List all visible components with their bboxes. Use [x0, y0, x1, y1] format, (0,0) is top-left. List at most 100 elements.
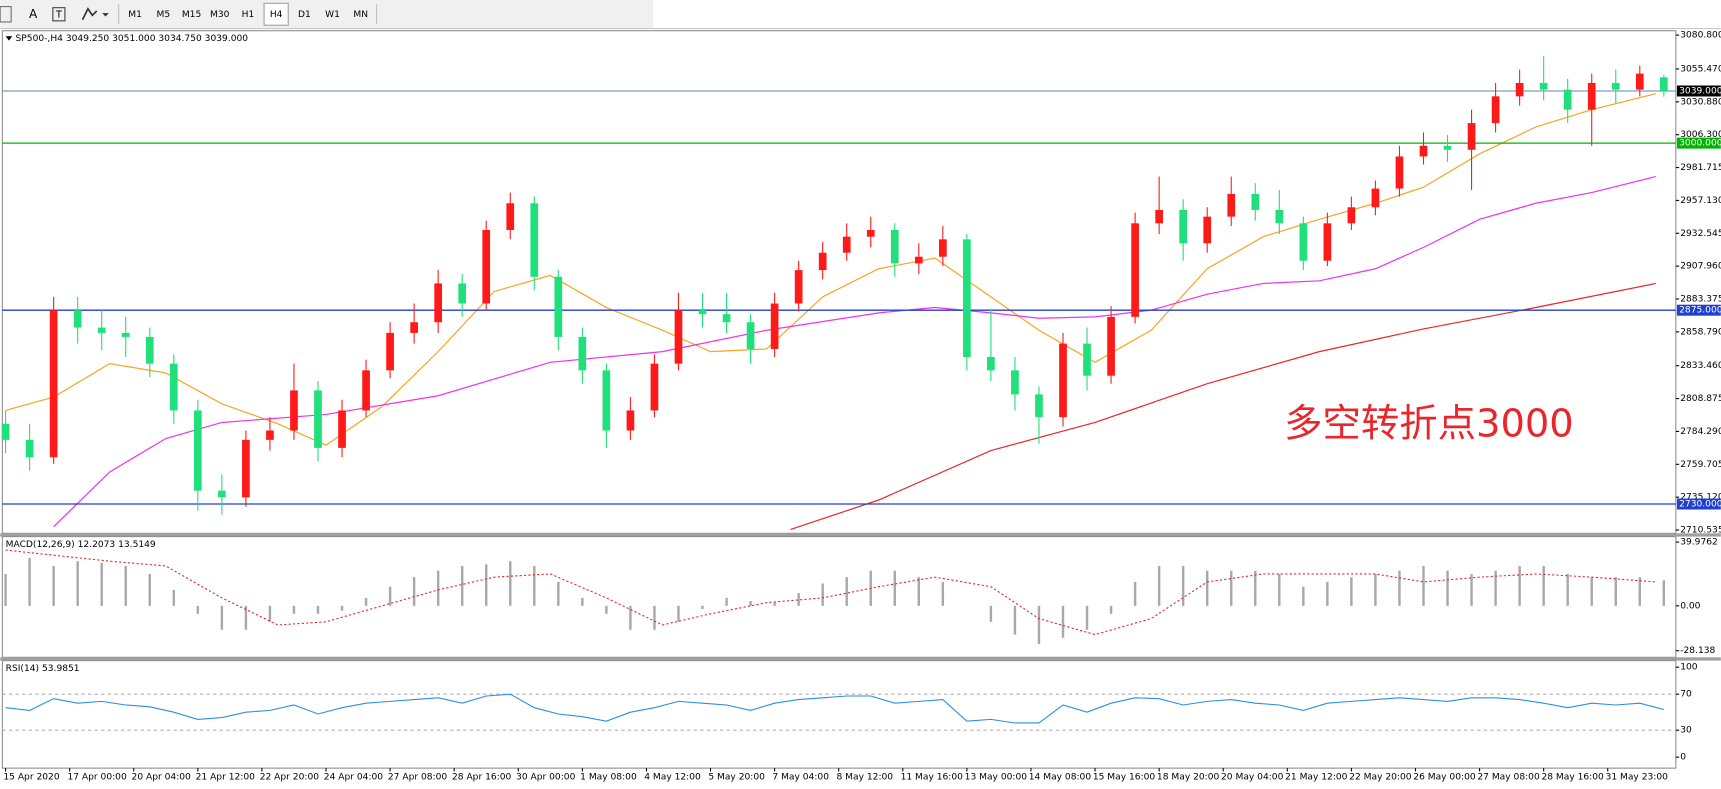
candle-body	[1299, 223, 1308, 261]
y-tick-label: 2710.535	[1680, 526, 1721, 536]
y-tick-label: 2833.460	[1680, 361, 1721, 371]
y-tick-label: 2784.290	[1680, 427, 1721, 437]
candle-body	[482, 229, 491, 304]
candle-body	[530, 203, 539, 277]
x-tick-label: 22 May 20:00	[1349, 772, 1412, 782]
x-tick-label: 28 May 16:00	[1541, 772, 1604, 782]
timeframe-button[interactable]: M15	[182, 10, 201, 20]
y-tick-label: 70	[1680, 690, 1692, 700]
x-tick-label: 21 May 12:00	[1285, 772, 1348, 782]
candle-body	[1491, 96, 1500, 124]
candle-body	[1059, 343, 1067, 418]
candle-body	[410, 322, 418, 333]
candle-body	[1347, 207, 1356, 224]
level-label: 2875.000	[1679, 306, 1721, 316]
x-tick-label: 4 May 12:00	[644, 772, 701, 782]
y-tick-label: 2957.130	[1680, 196, 1721, 206]
candle-body	[266, 430, 274, 440]
macd-signal	[5, 549, 1656, 636]
candle-body	[1251, 193, 1260, 210]
candle-body	[770, 303, 779, 349]
timeframe-button[interactable]: M5	[157, 10, 171, 20]
panel-0: 3080.800 3055.470 3030.880 3006.300 2981.715…	[1, 31, 1721, 536]
candle-body	[49, 310, 58, 458]
candle-body	[1, 423, 10, 440]
timeframe-button[interactable]: M1	[128, 10, 142, 20]
candle-body	[1467, 123, 1476, 150]
x-tick-label: 31 May 23:00	[1606, 772, 1669, 782]
selected-timeframe	[263, 2, 289, 26]
y-tick-label: 3080.800	[1680, 31, 1721, 41]
candle-body	[506, 203, 515, 230]
candle-body	[1323, 223, 1332, 261]
x-tick-label: 14 May 08:00	[1029, 772, 1092, 782]
level-box	[1676, 498, 1721, 510]
x-tick-label: 28 Apr 16:00	[452, 772, 512, 782]
x-tick-label: 15 May 16:00	[1093, 772, 1156, 782]
text-tool[interactable]: A	[29, 7, 38, 21]
level-box	[1676, 85, 1721, 97]
candle-body	[145, 336, 154, 364]
y-tick-label: 3006.300	[1680, 130, 1721, 140]
y-tick-label: 0.00	[1680, 601, 1700, 611]
candle-body	[842, 236, 851, 253]
x-tick-label: 13 May 00:00	[965, 772, 1028, 782]
timeframe-button[interactable]: M30	[210, 10, 230, 20]
candle-body	[1203, 216, 1212, 244]
x-tick-label: 26 May 00:00	[1413, 772, 1476, 782]
candle-body	[1515, 82, 1524, 97]
toolbar-blank	[653, 0, 1721, 29]
y-tick-label: 2981.715	[1680, 163, 1721, 173]
timeframe-button[interactable]: MN	[353, 10, 368, 20]
timeframe-button[interactable]: W1	[325, 10, 340, 20]
y-tick-label: 3055.470	[1680, 64, 1721, 74]
label-tool[interactable]	[52, 7, 66, 22]
timeframe-button[interactable]: H1	[242, 10, 255, 20]
level-box	[1676, 304, 1721, 316]
candle-body	[242, 439, 250, 498]
x-tick-label: 20 May 04:00	[1221, 772, 1284, 782]
candle-body	[1659, 77, 1668, 91]
candle-body	[674, 310, 683, 364]
timeframe-button[interactable]: D1	[298, 10, 311, 20]
panel-divider	[0, 657, 1721, 661]
candle-body	[458, 283, 467, 304]
y-tick-label: 30	[1680, 726, 1692, 736]
candle-body	[746, 322, 755, 349]
level-box	[1676, 137, 1721, 149]
dropdown-arrow[interactable]	[102, 13, 109, 17]
x-tick-label: 8 May 12:00	[837, 772, 894, 782]
y-tick-label: 2759.705	[1680, 460, 1721, 470]
moving-average	[790, 282, 1656, 530]
symbol-marker	[5, 36, 13, 41]
x-tick-label: 20 Apr 04:00	[132, 772, 192, 782]
shapes-tool[interactable]	[81, 7, 98, 21]
candle-body	[866, 229, 875, 237]
rsi-title: RSI(14) 53.9851	[6, 664, 80, 674]
candle-body	[290, 390, 298, 431]
rsi-line	[5, 693, 1664, 724]
panel-2: 100 70 30 0	[2, 663, 1698, 763]
candle-body	[987, 356, 995, 371]
y-tick-label: 2932.545	[1680, 229, 1721, 239]
candle-body	[602, 370, 611, 431]
x-tick-label: 30 Apr 00:00	[516, 772, 576, 782]
x-tick-label: 21 Apr 12:00	[196, 772, 256, 782]
x-tick-label: 7 May 04:00	[772, 772, 829, 782]
candle-body	[218, 490, 226, 498]
candle-body	[650, 363, 659, 411]
candle-body	[626, 410, 635, 431]
candle-body	[434, 283, 442, 323]
timeframe-button[interactable]: H4	[270, 10, 283, 20]
y-tick-label: 3030.880	[1680, 97, 1721, 107]
x-tick-label: 18 May 20:00	[1157, 772, 1220, 782]
candle-body	[193, 410, 202, 491]
tool-icon[interactable]	[0, 6, 12, 23]
candle-body	[169, 363, 178, 411]
candle-body	[818, 252, 827, 271]
y-tick-label: -28.138	[1680, 646, 1715, 656]
x-tick-label: 27 May 08:00	[1477, 772, 1540, 782]
candle-body	[386, 332, 394, 371]
x-tick-label: 5 May 20:00	[708, 772, 765, 782]
